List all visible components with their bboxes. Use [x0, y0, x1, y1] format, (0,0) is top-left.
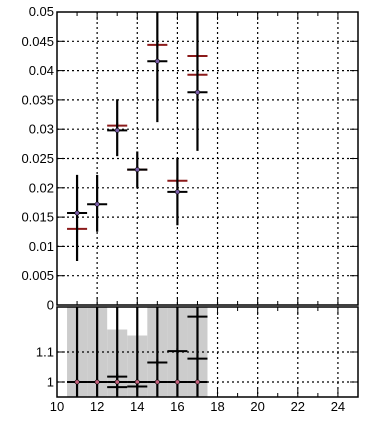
main-marker	[75, 211, 79, 215]
main-marker	[115, 128, 119, 132]
main-marker	[95, 202, 99, 206]
main-marker	[135, 167, 139, 171]
ratio-x-tick-label: 18	[210, 399, 224, 414]
main-y-tick-label: 0.045	[21, 34, 54, 49]
ratio-y-tick-label: 1.1	[36, 345, 54, 360]
main-marker	[155, 59, 159, 63]
main-marker	[195, 90, 199, 94]
ratio-marker	[175, 380, 179, 384]
main-y-tick-label: 0.02	[29, 180, 54, 195]
ratio-marker	[155, 380, 159, 384]
ratio-x-tick-label: 14	[130, 399, 144, 414]
main-y-tick-label: 0	[47, 298, 54, 313]
ratio-x-tick-label: 16	[170, 399, 184, 414]
ratio-x-tick-label: 12	[90, 399, 104, 414]
main-y-tick-label: 0.005	[21, 268, 54, 283]
main-y-tick-label: 0.015	[21, 210, 54, 225]
main-y-tick-label: 0.03	[29, 122, 54, 137]
ratio-y-tick-label: 1	[47, 375, 54, 390]
ratio-marker	[115, 380, 119, 384]
ratio-marker	[75, 380, 79, 384]
ratio-x-tick-label: 20	[250, 399, 264, 414]
ratio-x-tick-label: 10	[50, 399, 64, 414]
main-y-tick-label: 0.035	[21, 92, 54, 107]
main-y-tick-label: 0.01	[29, 239, 54, 254]
main-y-tick-label: 0.04	[29, 63, 54, 78]
ratio-marker	[95, 380, 99, 384]
main-marker	[175, 190, 179, 194]
ratio-x-tick-label: 24	[331, 399, 345, 414]
main-y-tick-label: 0.025	[21, 151, 54, 166]
main-y-tick-label: 0.05	[29, 4, 54, 19]
ratio-marker	[195, 380, 199, 384]
ratio-x-tick-label: 22	[291, 399, 305, 414]
